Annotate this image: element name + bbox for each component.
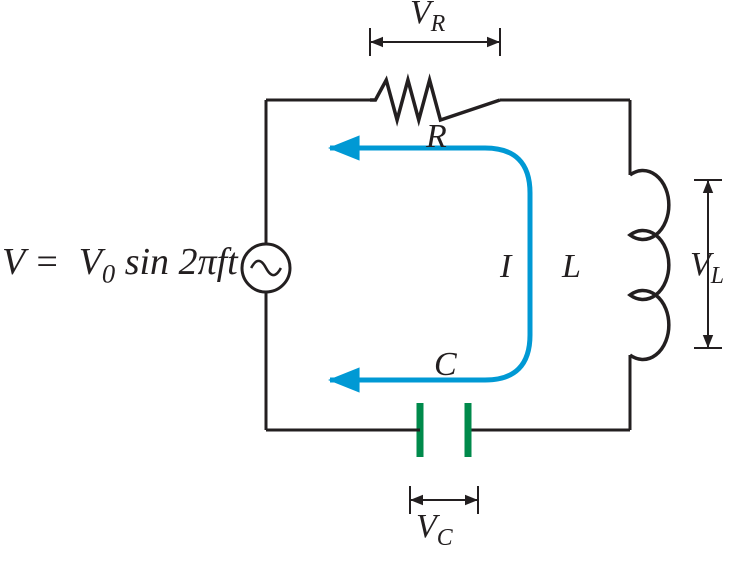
c-label: C	[434, 346, 457, 384]
vl-label: VL	[690, 246, 724, 290]
rlc-circuit-diagram: V = V0 sin 2πft VR R I L VL C VC	[0, 0, 750, 569]
l-label: L	[562, 248, 581, 286]
i-label: I	[500, 248, 511, 286]
vr-label: VR	[410, 0, 445, 38]
vc-label: VC	[416, 508, 453, 552]
r-label: R	[426, 118, 447, 156]
source-equation: V = V0 sin 2πft	[2, 240, 238, 290]
